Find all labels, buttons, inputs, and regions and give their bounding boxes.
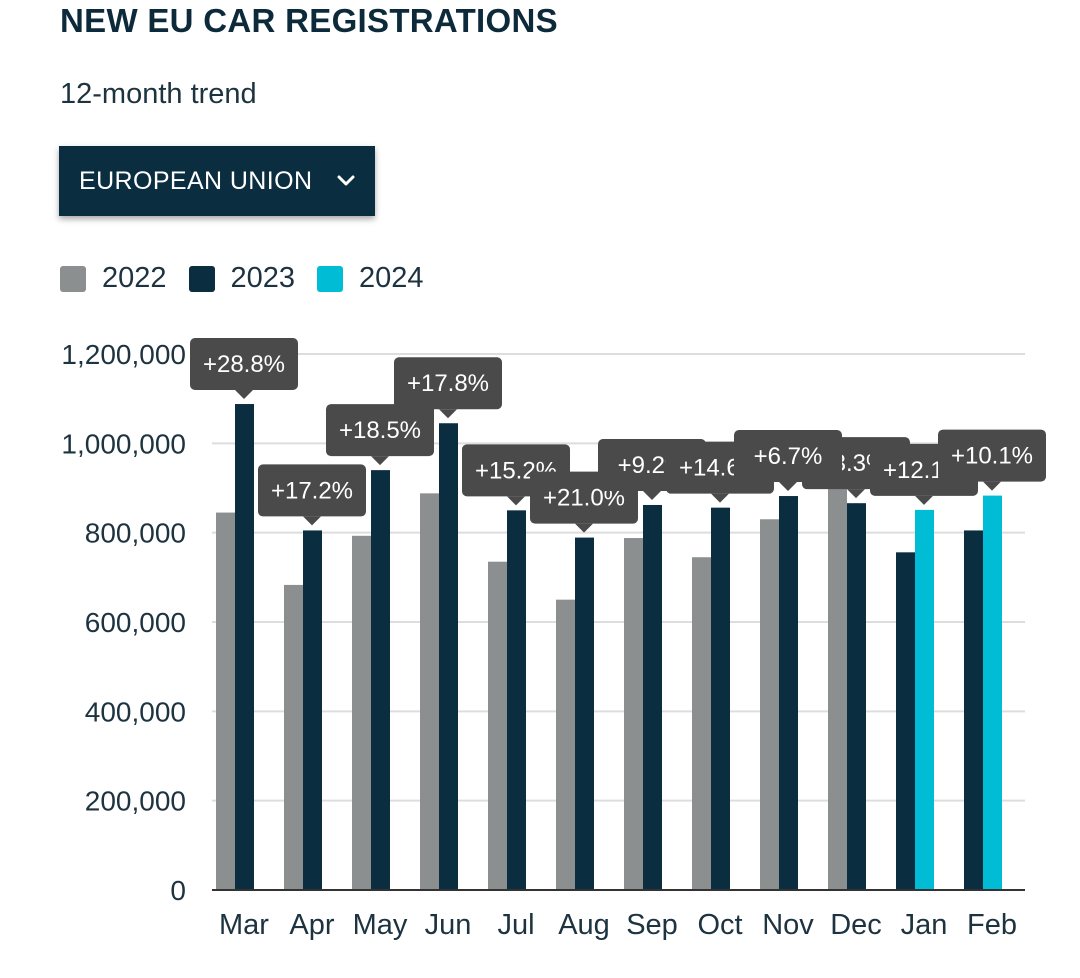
tooltip-value: +10.1% xyxy=(951,443,1033,470)
bar-2022-may xyxy=(352,535,371,890)
tooltip-value: +18.5% xyxy=(339,417,421,444)
legend-label-2024: 2024 xyxy=(359,262,424,294)
tooltip-value: +17.2% xyxy=(271,477,353,504)
x-tick-label: Aug xyxy=(558,909,610,941)
tooltip-box xyxy=(394,357,502,410)
bar-2023-sep xyxy=(643,504,662,890)
chart-title: NEW EU CAR REGISTRATIONS xyxy=(60,2,558,39)
x-tick-label: Sep xyxy=(626,909,678,941)
change-tooltip-nov: +6.7% xyxy=(734,430,842,492)
tooltip-box xyxy=(734,430,842,483)
y-tick-label: 800,000 xyxy=(85,518,186,549)
legend-swatch-2023 xyxy=(188,265,215,292)
bar-2023-feb xyxy=(964,530,983,890)
bar-2022-aug xyxy=(556,599,575,890)
change-tooltip-feb: +10.1% xyxy=(938,429,1046,491)
change-tooltip-may: +18.5% xyxy=(326,404,434,466)
tooltip-pointer xyxy=(303,516,321,526)
legend-label-2023: 2023 xyxy=(230,262,296,294)
y-tick-label: 600,000 xyxy=(85,607,186,638)
bar-2022-mar xyxy=(216,512,235,890)
chevron-down-icon xyxy=(334,169,358,193)
tooltip-value: +6.7% xyxy=(754,443,823,470)
bar-2023-jan xyxy=(896,552,915,890)
legend-item-2024[interactable]: 2024 xyxy=(317,262,424,295)
bar-2023-mar xyxy=(235,404,254,890)
change-tooltip-apr: +17.2% xyxy=(258,464,366,526)
y-tick-label: 0 xyxy=(170,875,186,906)
x-tick-label: Nov xyxy=(762,909,814,941)
legend-item-2023[interactable]: 2023 xyxy=(188,262,296,295)
tooltip-pointer xyxy=(779,482,797,492)
x-tick-label: Jun xyxy=(425,909,472,941)
tooltip-value: +28.8% xyxy=(203,351,285,378)
x-tick-label: Jul xyxy=(497,909,534,941)
bar-2022-oct xyxy=(692,557,711,890)
bar-2023-may xyxy=(371,470,390,890)
tooltip-pointer xyxy=(575,523,593,533)
bar-2023-dec xyxy=(847,503,866,890)
bar-2022-nov xyxy=(760,519,779,890)
legend: 2022 2023 2024 xyxy=(60,262,446,295)
tooltip-pointer xyxy=(983,481,1001,491)
tooltip-pointer xyxy=(507,496,525,506)
bar-2023-jul xyxy=(507,510,526,890)
tooltip-box xyxy=(258,464,366,517)
tooltip-pointer xyxy=(711,493,729,503)
legend-swatch-2024 xyxy=(317,265,344,292)
x-tick-label: May xyxy=(353,909,408,941)
bar-2022-apr xyxy=(284,584,303,890)
x-tick-label: Jan xyxy=(901,909,948,941)
bar-2023-aug xyxy=(575,537,594,890)
x-tick-label: Oct xyxy=(697,909,742,941)
tooltip-pointer xyxy=(643,490,661,500)
change-tooltip-mar: +28.8% xyxy=(190,338,298,400)
bar-2022-sep xyxy=(624,538,643,890)
legend-item-2022[interactable]: 2022 xyxy=(60,262,167,295)
tooltip-value: +17.8% xyxy=(407,370,489,397)
legend-swatch-2022 xyxy=(60,265,86,292)
bar-2022-jun xyxy=(420,493,439,890)
bar-2023-jun xyxy=(439,423,458,890)
x-tick-label: Dec xyxy=(830,909,882,941)
y-tick-label: 200,000 xyxy=(85,786,186,817)
bar-2023-nov xyxy=(779,496,798,890)
tooltip-pointer xyxy=(847,489,865,499)
bar-2022-jul xyxy=(488,561,507,890)
y-tick-label: 1,000,000 xyxy=(61,428,186,459)
tooltip-pointer xyxy=(439,409,457,419)
region-dropdown-label: EUROPEAN UNION xyxy=(79,166,313,195)
chart-subtitle: 12-month trend xyxy=(60,78,257,110)
tooltip-box xyxy=(938,429,1046,482)
bar-2022-dec xyxy=(828,488,847,890)
x-tick-label: Mar xyxy=(219,909,269,941)
x-tick-label: Feb xyxy=(967,909,1017,941)
tooltip-box xyxy=(190,338,298,391)
region-dropdown[interactable]: EUROPEAN UNION xyxy=(59,146,375,216)
tooltip-box xyxy=(326,404,434,457)
tooltip-pointer xyxy=(915,495,933,505)
bar-2024-jan xyxy=(915,509,934,890)
y-tick-label: 1,200,000 xyxy=(61,339,186,370)
tooltip-pointer xyxy=(235,390,253,400)
legend-label-2022: 2022 xyxy=(102,262,167,294)
bar-2024-feb xyxy=(983,495,1002,890)
tooltip-pointer xyxy=(371,456,389,466)
y-tick-label: 400,000 xyxy=(85,696,186,727)
x-tick-label: Apr xyxy=(289,909,334,941)
bar-2023-oct xyxy=(711,507,730,890)
bar-2023-apr xyxy=(303,530,322,890)
change-tooltip-jun: +17.8% xyxy=(394,357,502,419)
